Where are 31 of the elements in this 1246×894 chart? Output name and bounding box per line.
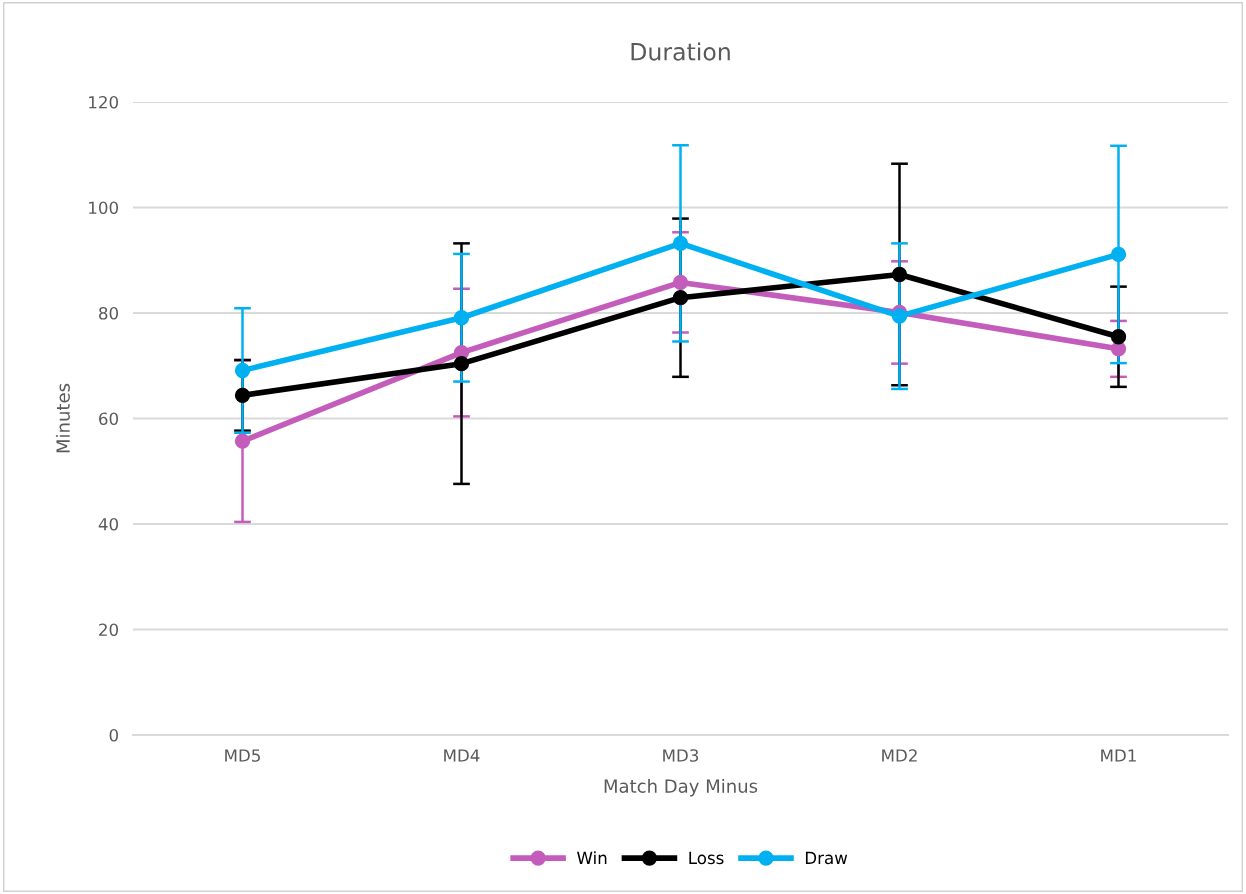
y-tick-label: 60 bbox=[99, 412, 118, 426]
y-tick-label: 80 bbox=[99, 306, 118, 320]
y-tick-label: 40 bbox=[98, 517, 118, 531]
x-tick-label: MD2 bbox=[882, 749, 917, 762]
y-axis-title: Minutes bbox=[55, 383, 70, 453]
legend-label: Draw bbox=[805, 851, 848, 865]
point bbox=[1110, 341, 1127, 357]
chart-title: Duration bbox=[631, 42, 730, 61]
point bbox=[672, 274, 689, 291]
point bbox=[1110, 329, 1127, 345]
point bbox=[234, 433, 251, 449]
x-tick-label: MD3 bbox=[663, 749, 699, 762]
y-tick-label: 100 bbox=[89, 201, 118, 215]
point bbox=[891, 266, 908, 283]
point bbox=[891, 308, 908, 324]
point bbox=[672, 290, 689, 306]
point bbox=[453, 310, 470, 326]
legend-label: Loss bbox=[689, 851, 724, 865]
point bbox=[453, 356, 470, 372]
x-tick-label: MD4 bbox=[444, 749, 480, 762]
point bbox=[672, 235, 689, 252]
point bbox=[1110, 246, 1127, 263]
x-tick-label: MD5 bbox=[225, 749, 260, 762]
y-tick-label: 20 bbox=[99, 623, 118, 637]
x-axis-title: Match Day Minus bbox=[604, 778, 758, 797]
x-tick-label: MD1 bbox=[1101, 749, 1136, 762]
point bbox=[234, 362, 251, 379]
y-tick-label: 0 bbox=[109, 728, 118, 742]
point bbox=[234, 387, 251, 403]
y-tick-label: 120 bbox=[89, 95, 118, 109]
legend-label: Win bbox=[577, 851, 607, 864]
